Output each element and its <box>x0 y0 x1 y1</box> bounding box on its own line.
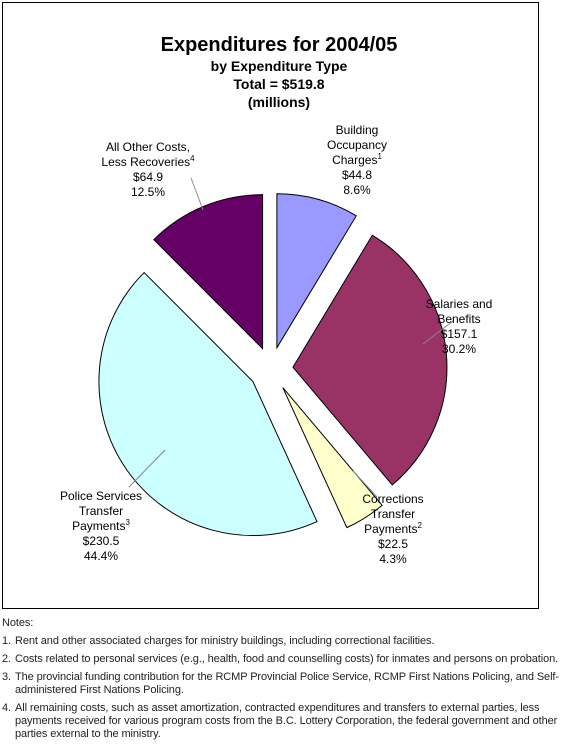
note-item: 3. The provincial funding contribution f… <box>2 671 570 697</box>
pie-chart: Expenditures for 2004/05 by Expenditure … <box>60 34 493 566</box>
slice-label: Salaries and Benefits $157.1 30.2% <box>426 297 493 356</box>
slice-label: Corrections Transfer Payments2 $22.5 4.3% <box>362 492 423 566</box>
chart-subtitle-2: Total = $519.8 <box>233 76 324 92</box>
pie-slice-salaries-and-benefits <box>292 234 448 486</box>
notes-section: Notes: 1. Rent and other associated char… <box>2 617 570 746</box>
pie-slice-police-services-transfer-payments <box>98 271 318 536</box>
note-item: 4. All remaining costs, such as asset am… <box>2 702 570 741</box>
note-number: 3. <box>2 671 11 683</box>
note-text: The provincial funding contribution for … <box>15 671 559 696</box>
slice-label: Building Occupancy Charges1 $44.8 8.6% <box>327 123 387 197</box>
leader-line <box>422 320 454 345</box>
note-number: 1. <box>2 635 11 647</box>
chart-subtitle-3: (millions) <box>248 94 310 110</box>
leader-line <box>352 470 378 498</box>
slice-label: Police Services Transfer Payments3 $230.5 44… <box>60 489 142 563</box>
leader-line <box>190 177 204 211</box>
note-text: Rent and other associated charges for mi… <box>15 635 435 647</box>
note-item: 2. Costs related to personal services (e… <box>2 653 570 666</box>
note-item: 1. Rent and other associated charges for… <box>2 635 570 648</box>
note-text: Costs related to personal services (e.g.… <box>15 653 559 665</box>
slice-label: All Other Costs, Less Recoveries4 $64.9 12.… <box>101 140 195 199</box>
chart-frame: Expenditures for 2004/05 by Expenditure … <box>2 2 539 609</box>
chart-title: Expenditures for 2004/05 <box>161 34 398 56</box>
notes-heading: Notes: <box>2 617 34 629</box>
note-number: 4. <box>2 702 11 714</box>
pie-slice-building-occupancy-charges <box>276 193 357 350</box>
pie-slice-all-other-costs-less-recoveries <box>153 194 264 350</box>
note-text: All remaining costs, such as asset amort… <box>15 702 558 740</box>
leader-line <box>128 449 166 488</box>
pie-slice-corrections-transfer-payments <box>282 387 383 529</box>
note-number: 2. <box>2 653 11 665</box>
chart-subtitle-1: by Expenditure Type <box>211 58 348 74</box>
